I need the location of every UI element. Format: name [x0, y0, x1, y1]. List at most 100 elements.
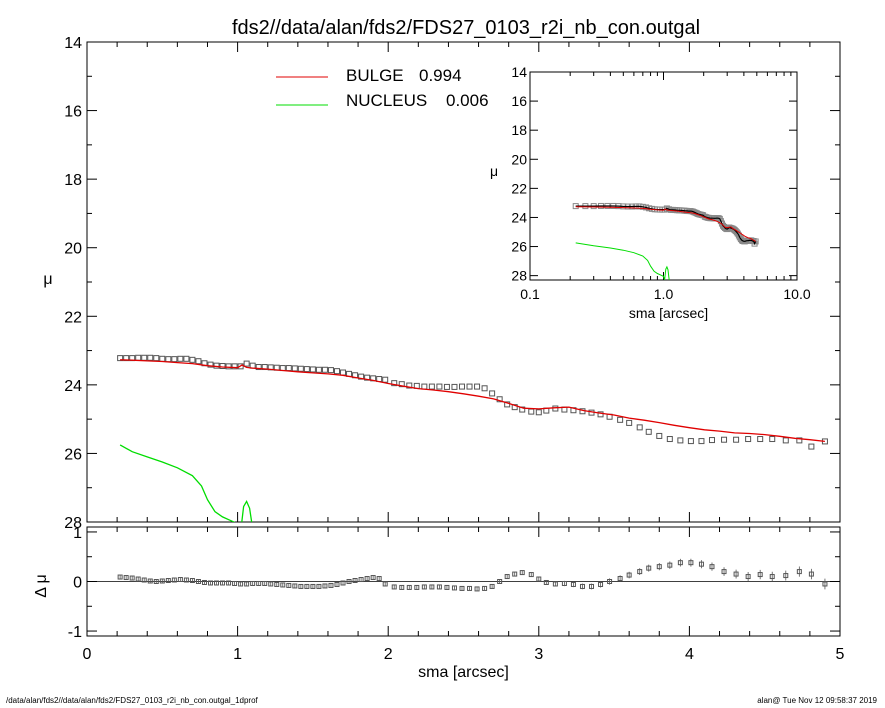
data-point: [597, 411, 604, 418]
data-point: [177, 355, 184, 362]
data-point: [219, 363, 226, 369]
data-point: [474, 383, 481, 390]
residual-point: [808, 568, 814, 580]
residual-point: [364, 576, 370, 582]
residual-point: [519, 570, 525, 576]
residual-point: [298, 583, 304, 589]
residual-point: [637, 568, 643, 575]
x-tick-label: 0: [83, 646, 92, 663]
inset-y-tick-label: 14: [511, 64, 527, 80]
data-point: [466, 383, 473, 390]
residual-point: [334, 581, 340, 587]
residual-point: [171, 577, 177, 583]
residual-point: [721, 567, 727, 576]
data-point: [677, 437, 684, 444]
data-point: [406, 382, 413, 389]
residual-point: [135, 576, 141, 582]
x-tick-label: 5: [836, 646, 845, 663]
data-point: [656, 432, 663, 439]
residual-point: [474, 586, 480, 592]
data-point: [721, 436, 728, 443]
residual-point: [352, 578, 358, 584]
data-point: [364, 374, 371, 381]
data-point: [213, 362, 220, 369]
residual-point: [421, 584, 427, 590]
data-point: [745, 436, 752, 443]
data-point: [451, 383, 458, 390]
data-point: [708, 437, 715, 444]
residual-point: [177, 577, 183, 583]
data-point: [309, 366, 316, 373]
data-point: [171, 356, 178, 363]
residual-point: [304, 583, 310, 589]
data-point: [504, 401, 511, 408]
residual-point: [220, 580, 226, 586]
legend-nucleus-label: NUCLEUS: [346, 91, 427, 110]
data-point: [189, 356, 196, 363]
data-point: [285, 365, 292, 372]
figure-title: fds2//data/alan/fds2/FDS27_0103_r2i_nb_c…: [232, 17, 700, 39]
residual-y-tick-label: -1: [68, 624, 82, 641]
residual-point: [250, 580, 256, 586]
residual-point: [598, 581, 604, 588]
data-point: [117, 355, 124, 362]
residual-point: [783, 570, 789, 581]
data-point: [687, 438, 694, 445]
data-point: [159, 355, 166, 362]
residual-point: [414, 584, 420, 590]
main-y-tick-label: 26: [64, 446, 82, 463]
residual-point: [244, 581, 250, 587]
inset-y-tick-label: 24: [511, 209, 527, 225]
data-point: [225, 363, 232, 370]
residual-point: [117, 574, 123, 580]
residual-point: [201, 579, 207, 585]
residual-point: [709, 562, 715, 571]
data-point: [519, 406, 526, 413]
residual-point: [733, 569, 739, 579]
residual-point: [561, 580, 567, 587]
data-point: [398, 381, 405, 388]
main-y-tick-label: 24: [64, 378, 82, 395]
residual-point: [183, 577, 189, 583]
residual-point: [399, 584, 405, 590]
residual-point: [159, 578, 165, 584]
main-y-tick-label: 22: [64, 309, 82, 326]
data-point: [552, 405, 559, 412]
legend: BULGE 0.994 NUCLEUS 0.006: [276, 66, 489, 110]
residual-point: [286, 582, 292, 588]
residual-point: [376, 576, 382, 582]
data-point: [237, 363, 244, 370]
inset-bulge-model-line: [575, 206, 756, 242]
residual-point: [292, 583, 298, 589]
residual-point: [451, 585, 457, 591]
residual-point: [504, 574, 510, 580]
residual-point: [346, 579, 352, 584]
data-point: [207, 361, 214, 368]
main-y-tick-label: 28: [64, 515, 82, 532]
residual-y-tick-label: 0: [73, 575, 82, 592]
data-point: [436, 383, 443, 390]
residual-point: [607, 578, 613, 585]
data-point: [733, 436, 740, 443]
residual-point: [796, 566, 802, 577]
residual-point: [459, 585, 465, 591]
main-y-tick-label: 16: [64, 104, 82, 121]
residual-point: [141, 577, 147, 583]
data-point: [382, 376, 389, 383]
residual-point: [328, 582, 334, 588]
x-tick-label: 2: [384, 646, 393, 663]
residual-point: [358, 577, 364, 583]
data-point: [147, 354, 154, 361]
residual-point: [129, 575, 135, 581]
residual-point: [370, 575, 376, 581]
residual-point: [745, 572, 751, 582]
residual-point: [769, 571, 775, 582]
residual-point: [316, 583, 322, 589]
data-point: [321, 366, 328, 373]
data-point: [481, 385, 488, 392]
inset-y-tick-label: 18: [511, 122, 527, 138]
residual-point: [429, 584, 435, 590]
residual-point: [268, 581, 274, 587]
data-point: [303, 366, 310, 373]
